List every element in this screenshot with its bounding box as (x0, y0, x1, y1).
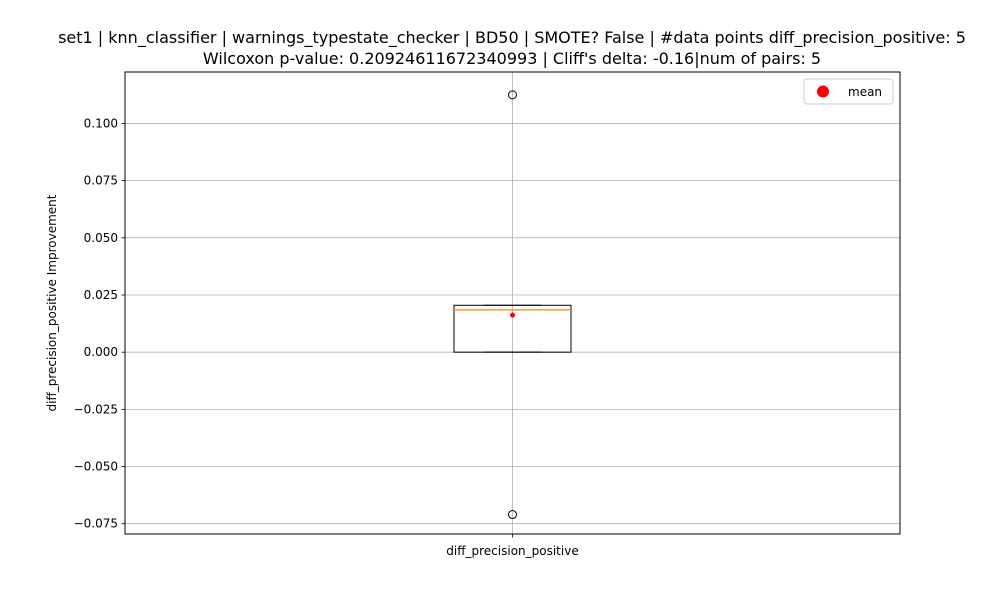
iqr-box (453, 304, 572, 353)
grid-layer (125, 72, 900, 534)
y-tick-label: −0.050 (74, 460, 118, 474)
y-tick-label: 0.100 (84, 116, 118, 130)
y-tick-label: −0.025 (74, 402, 118, 416)
chart-title-line1: set1 | knn_classifier | warnings_typesta… (58, 28, 966, 48)
y-tick-label: −0.075 (74, 517, 118, 531)
plot-layer (453, 90, 572, 520)
y-tick-label: 0.075 (84, 174, 118, 188)
y-axis: −0.075 −0.050 −0.025 0.000 0.025 0.050 0.075 0.… (74, 116, 125, 531)
legend-frame (803, 78, 894, 105)
outlier-point (508, 90, 517, 100)
mean-marker (510, 312, 515, 318)
legend-mean-label: mean (848, 85, 882, 99)
y-tick-label: 0.050 (84, 231, 118, 245)
outlier-point (508, 510, 517, 520)
y-tick-label: 0.000 (84, 345, 118, 359)
legend: mean (803, 78, 894, 105)
y-tick-label: 0.025 (84, 288, 118, 302)
chart-title-line2: Wilcoxon p-value: 0.20924611672340993 | … (203, 49, 821, 68)
y-axis-label: diff_precision_positive Improvement (45, 194, 59, 411)
legend-mean-marker (817, 85, 829, 98)
x-axis: diff_precision_positive (446, 534, 579, 558)
x-tick-label: diff_precision_positive (446, 544, 578, 558)
